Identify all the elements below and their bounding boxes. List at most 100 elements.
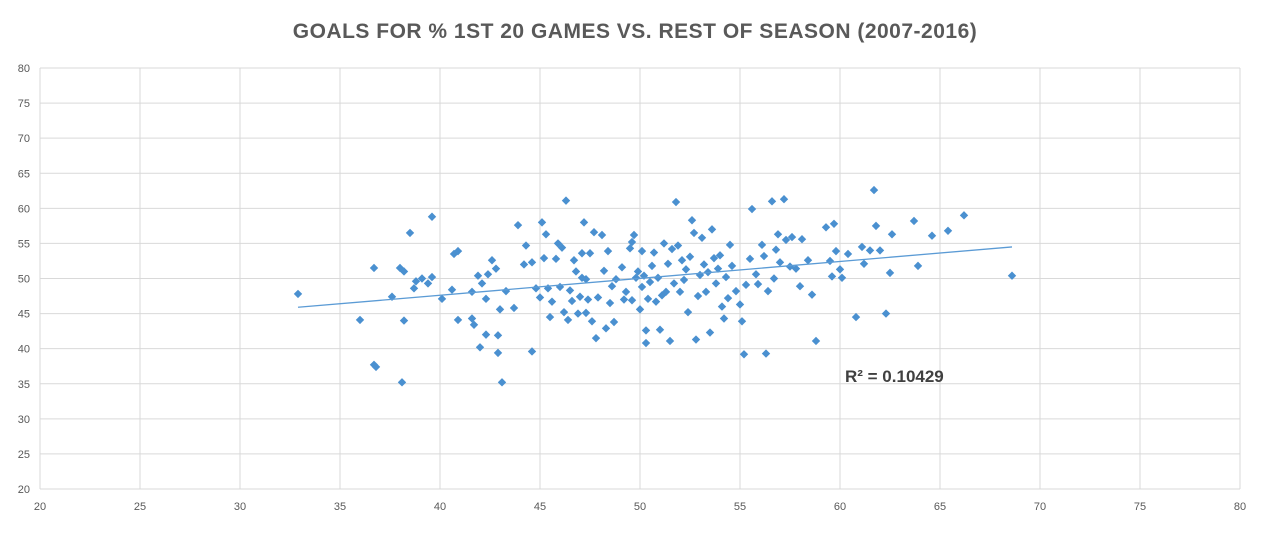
data-point <box>453 315 463 325</box>
data-point <box>655 325 665 334</box>
data-point <box>591 333 601 343</box>
data-point <box>557 243 567 252</box>
data-point <box>473 271 483 280</box>
r-squared-label: R² = 0.10429 <box>845 367 944 386</box>
data-point <box>547 297 557 306</box>
y-tick-label: 80 <box>18 63 30 75</box>
data-point <box>659 239 669 248</box>
data-point <box>641 338 651 348</box>
data-point <box>691 335 701 344</box>
x-tick-label: 35 <box>334 501 346 513</box>
data-point <box>467 314 477 323</box>
data-point <box>453 246 463 256</box>
data-point <box>605 298 615 308</box>
data-point <box>597 230 607 240</box>
data-point <box>959 211 969 220</box>
data-point <box>509 303 519 313</box>
data-point <box>585 249 595 258</box>
data-point <box>411 277 421 286</box>
data-point <box>1007 271 1017 280</box>
data-point <box>723 293 733 303</box>
data-point <box>541 230 551 239</box>
data-point <box>673 241 683 250</box>
x-tick-label: 80 <box>1234 501 1246 513</box>
data-point <box>649 248 659 257</box>
data-point <box>909 216 919 226</box>
data-point <box>741 280 751 290</box>
data-point <box>837 273 847 282</box>
x-tick-label: 30 <box>234 501 246 513</box>
data-point <box>475 343 485 352</box>
y-tick-label: 55 <box>18 238 30 250</box>
x-tick-label: 70 <box>1034 501 1046 513</box>
data-point <box>675 287 685 297</box>
y-tick-label: 60 <box>18 203 30 215</box>
data-point <box>535 293 545 302</box>
y-tick-label: 65 <box>18 168 30 180</box>
data-point <box>745 254 755 264</box>
gridlines <box>39 67 1241 490</box>
data-point <box>835 265 845 274</box>
data-point <box>633 267 643 276</box>
data-point <box>715 251 725 260</box>
data-point <box>513 220 523 230</box>
data-point <box>811 336 821 346</box>
data-point <box>695 270 705 280</box>
y-tick-label: 30 <box>18 414 30 426</box>
x-tick-label: 65 <box>934 501 946 513</box>
data-point <box>491 264 501 273</box>
data-point <box>589 227 599 237</box>
data-point <box>603 246 613 256</box>
data-point <box>565 286 575 295</box>
data-point <box>701 287 711 297</box>
data-point <box>573 309 583 318</box>
data-point <box>821 223 831 232</box>
data-point <box>495 305 505 314</box>
data-point <box>857 242 867 252</box>
data-point <box>559 307 569 317</box>
data-point <box>581 308 591 318</box>
data-point <box>693 291 703 301</box>
data-point <box>707 225 717 234</box>
data-point <box>761 349 771 358</box>
data-point <box>631 273 641 282</box>
data-point <box>637 282 647 292</box>
data-point <box>447 285 457 294</box>
data-point <box>519 260 529 269</box>
data-point <box>943 226 953 235</box>
data-point <box>717 302 727 311</box>
data-point <box>681 265 691 274</box>
data-point <box>763 286 773 296</box>
data-point <box>643 294 653 304</box>
data-point <box>397 378 407 387</box>
data-point <box>501 286 511 296</box>
data-point <box>521 241 531 250</box>
data-point <box>641 326 651 335</box>
data-point <box>651 297 661 306</box>
data-point <box>653 273 663 282</box>
data-point <box>781 235 791 245</box>
data-point <box>829 219 839 228</box>
data-point <box>611 275 621 284</box>
y-tick-label: 35 <box>18 379 30 391</box>
data-point <box>775 258 785 267</box>
data-point <box>581 275 591 284</box>
data-point <box>721 272 731 282</box>
data-point <box>791 264 801 273</box>
x-tick-label: 50 <box>634 501 646 513</box>
y-tick-label: 25 <box>18 449 30 461</box>
tick-labels: 20 25 30 35 40 45 50 55 60 65 70 75 80 20 25 30 35 40 45 50… <box>18 63 1246 513</box>
data-point <box>727 261 737 271</box>
data-point <box>645 277 655 287</box>
data-point <box>665 336 675 346</box>
data-point <box>531 284 541 293</box>
data-point <box>563 315 573 325</box>
trendline <box>297 246 1013 308</box>
data-point <box>629 230 639 240</box>
data-point <box>927 231 937 240</box>
data-point <box>747 204 757 214</box>
data-point <box>575 292 585 301</box>
data-point <box>417 274 427 283</box>
